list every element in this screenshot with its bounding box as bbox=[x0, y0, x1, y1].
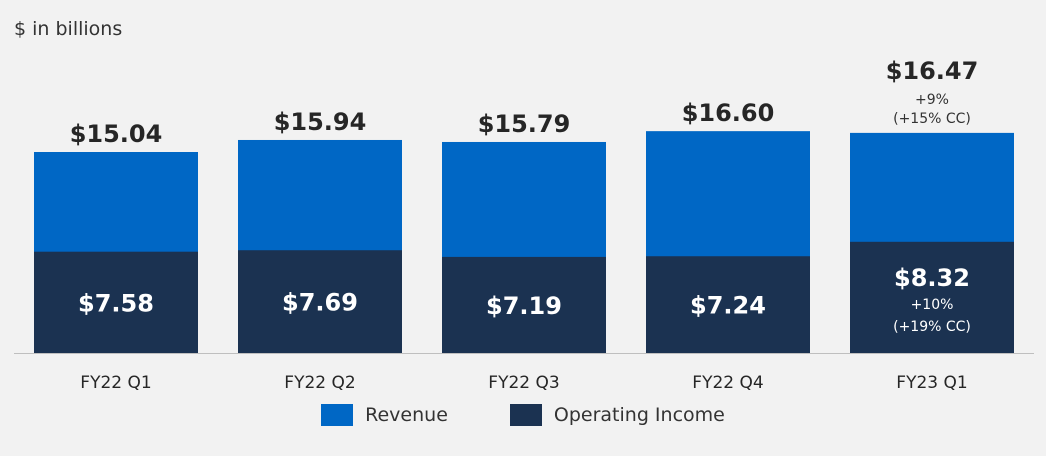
data-label-revenue-fy22-q3: $15.79 bbox=[478, 110, 571, 138]
data-label-operating-income-fy22-q2: $7.69 bbox=[282, 289, 358, 317]
x-tick-label-fy22-q2: FY22 Q2 bbox=[284, 373, 355, 393]
bar-chart: $15.04 $7.58 FY22 Q1 $15.94 $7.69 FY22 Q2 $15.… bbox=[14, 57, 1034, 393]
data-label-operating-income-fy22-q3: $7.19 bbox=[486, 292, 562, 320]
legend-swatch-revenue bbox=[321, 404, 354, 426]
legend-item-revenue: Revenue bbox=[321, 404, 448, 426]
bar-operating-income-fy22-q1 bbox=[34, 251, 198, 353]
annotation-operating-income-fy23-q1-0: +10% bbox=[911, 297, 954, 313]
x-tick-label-fy22-q4: FY22 Q4 bbox=[692, 373, 763, 393]
labels-layer: $15.04 $7.58 FY22 Q1 $15.94 $7.69 FY22 Q2 $15.… bbox=[70, 57, 979, 393]
x-tick-label-fy23-q1: FY23 Q1 bbox=[896, 373, 967, 393]
bar-operating-income-fy22-q3 bbox=[442, 256, 606, 353]
legend-label-operating-income: Operating Income bbox=[553, 404, 725, 426]
bar-operating-income-fy22-q4 bbox=[646, 256, 810, 353]
bar-operating-income-fy22-q2 bbox=[238, 250, 402, 353]
data-label-revenue-fy23-q1: $16.47 bbox=[886, 57, 979, 85]
x-tick-label-fy22-q1: FY22 Q1 bbox=[80, 373, 151, 393]
data-label-operating-income-fy22-q1: $7.58 bbox=[78, 289, 154, 317]
data-label-revenue-fy22-q4: $16.60 bbox=[682, 99, 775, 127]
bar-operating-income-fy23-q1 bbox=[850, 241, 1014, 353]
unit-label: $ in billions bbox=[14, 18, 123, 40]
legend-label-revenue: Revenue bbox=[365, 404, 448, 426]
legend-swatch-operating-income bbox=[509, 404, 542, 426]
bars-layer bbox=[34, 131, 1014, 353]
data-label-revenue-fy22-q1: $15.04 bbox=[70, 120, 163, 148]
annotation-revenue-fy23-q1-1: (+15% CC) bbox=[893, 111, 971, 127]
x-tick-label-fy22-q3: FY22 Q3 bbox=[488, 373, 559, 393]
legend-item-operating-income: Operating Income bbox=[509, 404, 725, 426]
data-label-operating-income-fy22-q4: $7.24 bbox=[690, 292, 766, 320]
data-label-operating-income-fy23-q1: $8.32 bbox=[894, 264, 970, 292]
annotation-revenue-fy23-q1-0: +9% bbox=[915, 92, 949, 108]
data-label-revenue-fy22-q2: $15.94 bbox=[274, 108, 367, 136]
legend: Revenue Operating Income bbox=[0, 404, 1046, 426]
annotation-operating-income-fy23-q1-1: (+19% CC) bbox=[893, 319, 971, 335]
